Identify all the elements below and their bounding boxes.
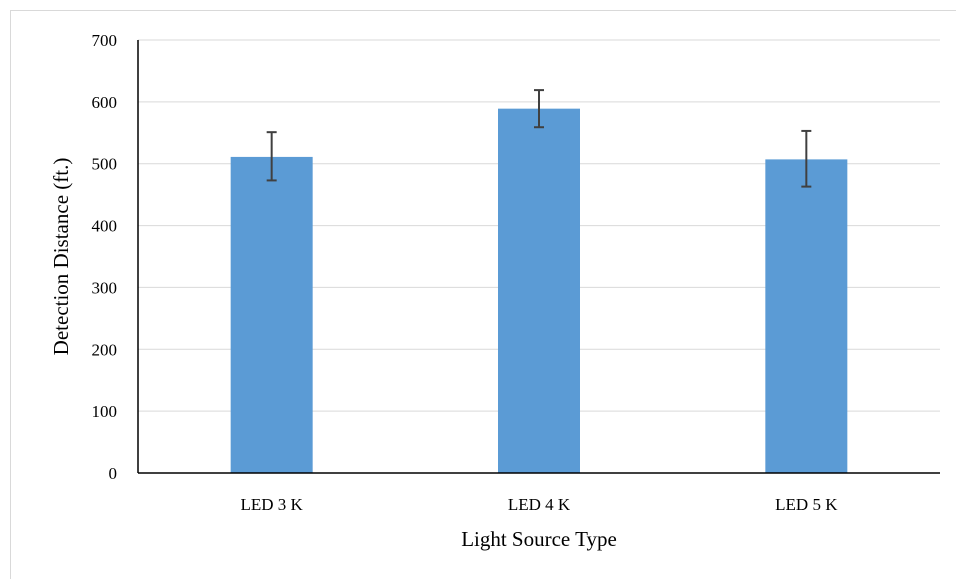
y-tick-label: 700 (92, 31, 118, 50)
x-tick-label: LED 3 K (241, 495, 304, 514)
y-tick-label: 600 (92, 93, 118, 112)
bar (765, 159, 848, 474)
bar (230, 156, 313, 473)
bars (230, 108, 848, 474)
y-tick-label: 200 (92, 340, 118, 359)
error-bar (534, 89, 544, 129)
x-tick-label: LED 4 K (508, 495, 571, 514)
x-tick-labels: LED 3 K LED 4 K LED 5 K (241, 495, 839, 514)
x-tick-label: LED 5 K (775, 495, 838, 514)
y-tick-label: 100 (92, 402, 118, 421)
error-bar (801, 129, 812, 188)
y-tick-label: 300 (92, 278, 118, 297)
y-tick-label: 500 (92, 155, 118, 174)
y-tick-labels: 0 100 200 300 400 500 600 700 (92, 31, 118, 483)
error-bars (266, 89, 812, 188)
axes (137, 40, 940, 474)
y-tick-label: 0 (109, 464, 118, 483)
y-axis-title: Detection Distance (ft.) (49, 158, 73, 356)
error-bar (266, 131, 277, 182)
bar (498, 108, 580, 473)
y-tick-label: 400 (92, 217, 118, 236)
x-axis-title: Light Source Type (461, 527, 617, 551)
